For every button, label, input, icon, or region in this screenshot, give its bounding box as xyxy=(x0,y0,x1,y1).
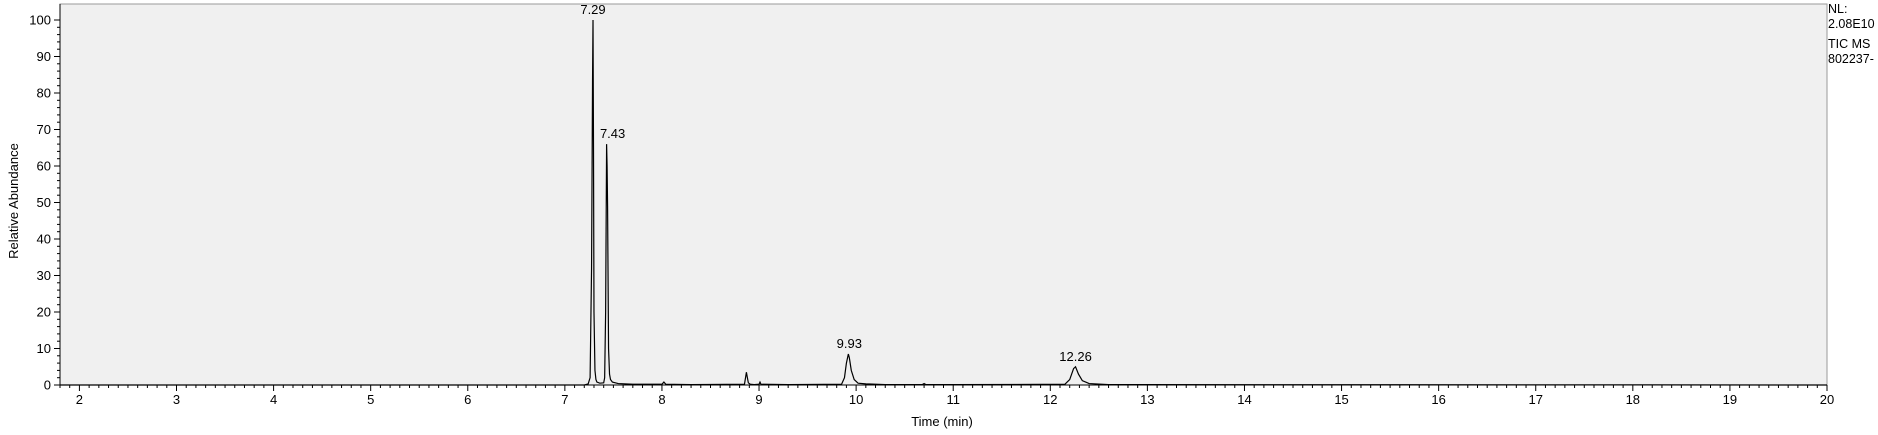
x-tick-label: 7 xyxy=(561,392,568,407)
nl-label: NL: xyxy=(1828,2,1848,16)
peak-label: 12.26 xyxy=(1059,349,1092,364)
y-tick-label: 60 xyxy=(37,159,51,174)
plot-area xyxy=(59,3,1828,386)
y-tick-label: 40 xyxy=(37,232,51,247)
y-tick-label: 70 xyxy=(37,122,51,137)
file-name-label: 802237- xyxy=(1828,52,1874,66)
x-tick-label: 18 xyxy=(1626,392,1640,407)
x-axis-title: Time (min) xyxy=(911,414,973,429)
y-axis: 0 10 20 30 40 50 60 70 80 90 100 xyxy=(29,4,61,393)
x-tick-label: 17 xyxy=(1529,392,1543,407)
x-tick-label: 13 xyxy=(1140,392,1154,407)
x-tick-label: 6 xyxy=(464,392,471,407)
x-tick-label: 15 xyxy=(1334,392,1348,407)
scan-filter-label: TIC MS xyxy=(1828,37,1871,51)
y-tick-label: 50 xyxy=(37,195,51,210)
x-tick-label: 10 xyxy=(849,392,863,407)
nl-value: 2.08E10 xyxy=(1828,17,1875,31)
x-tick-label: 3 xyxy=(173,392,180,407)
x-tick-label: 8 xyxy=(658,392,665,407)
x-tick-label: 16 xyxy=(1431,392,1445,407)
y-tick-label: 100 xyxy=(29,13,51,28)
peak-label: 7.43 xyxy=(600,126,625,141)
y-tick-label: 20 xyxy=(37,305,51,320)
x-tick-label: 11 xyxy=(946,392,960,407)
y-axis-title: Relative Abundance xyxy=(6,143,21,259)
peak-label: 9.93 xyxy=(837,336,862,351)
y-tick-label: 0 xyxy=(44,378,51,393)
peak-labels: 7.29 7.43 9.93 12.26 xyxy=(580,2,1091,364)
x-tick-label: 4 xyxy=(270,392,277,407)
x-tick-label: 20 xyxy=(1820,392,1834,407)
series-line-tic xyxy=(60,19,1828,386)
x-tick-label: 19 xyxy=(1723,392,1737,407)
x-tick-label: 2 xyxy=(76,392,83,407)
x-tick-label: 5 xyxy=(367,392,374,407)
y-tick-label: 30 xyxy=(37,268,51,283)
x-tick-label: 9 xyxy=(755,392,762,407)
x-axis: 2 3 4 5 6 7 8 9 10 11 12 13 14 15 16 17 18 19 20 xyxy=(59,384,1834,407)
y-tick-label: 10 xyxy=(37,341,51,356)
y-tick-label: 80 xyxy=(37,86,51,101)
x-tick-label: 14 xyxy=(1237,392,1251,407)
peak-label: 7.29 xyxy=(580,2,605,17)
y-tick-label: 90 xyxy=(37,49,51,64)
x-tick-label: 12 xyxy=(1043,392,1057,407)
